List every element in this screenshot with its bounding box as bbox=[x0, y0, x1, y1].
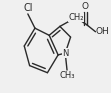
Text: OH: OH bbox=[96, 27, 110, 36]
Text: N: N bbox=[62, 49, 68, 58]
Text: CH₂: CH₂ bbox=[68, 13, 84, 22]
Text: CH₃: CH₃ bbox=[59, 71, 75, 80]
Text: O: O bbox=[82, 2, 89, 11]
Text: Cl: Cl bbox=[23, 3, 33, 13]
